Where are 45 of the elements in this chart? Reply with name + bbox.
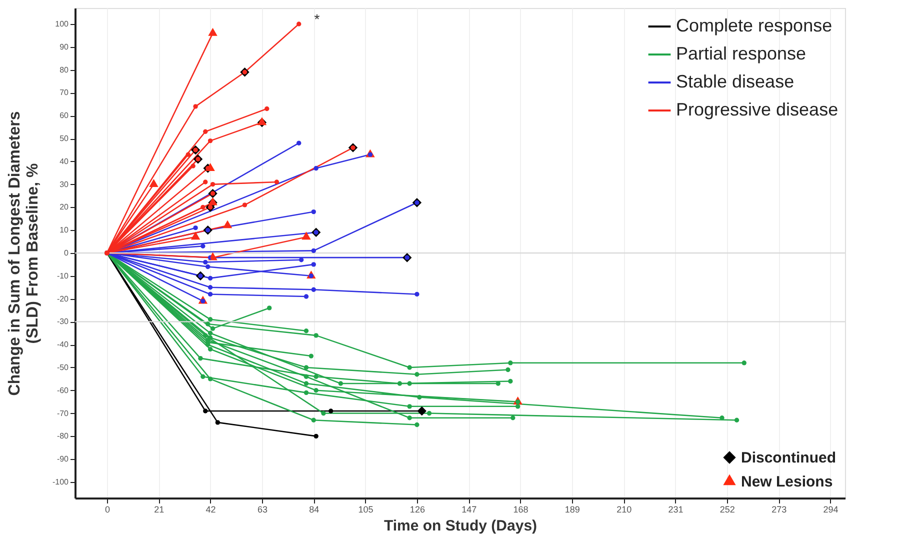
x-tick-label: 21 (154, 504, 164, 514)
x-tick-label: 168 (513, 504, 528, 514)
annotation: * (314, 11, 320, 27)
y-tick-label: 80 (60, 65, 70, 74)
y-tick-label: 70 (60, 88, 70, 98)
y-tick-label: -10 (56, 271, 70, 280)
legend-label: Discontinued (741, 450, 836, 466)
legend-label: New Lesions (741, 474, 833, 490)
legend-label: Partial response (676, 44, 806, 64)
y-tick-label: 40 (60, 156, 70, 166)
y-tick-label: -20 (56, 294, 70, 304)
y-tick-label: 30 (60, 180, 70, 189)
x-tick-label: 231 (668, 504, 684, 514)
x-tick-label: 294 (823, 504, 838, 514)
y-tick-label: -90 (56, 454, 70, 464)
x-tick-label: 63 (257, 504, 268, 514)
x-tick-label: 252 (720, 504, 735, 514)
y-tick-label: -50 (56, 362, 70, 372)
x-tick-label: 210 (616, 504, 632, 514)
y-tick-label: 100 (55, 20, 70, 29)
y-tick-label: 50 (60, 134, 70, 144)
y-tick-label: -70 (56, 408, 70, 418)
y-tick-label: -100 (52, 477, 70, 486)
legend-label: Complete response (676, 16, 832, 36)
y-axis-title: Change in Sum of Longest Diameters (SLD) From Baseline, % (6, 111, 42, 396)
x-tick-label: 84 (309, 504, 320, 514)
y-tick-label: -80 (56, 432, 70, 441)
y-tick-label: -30 (56, 317, 70, 326)
x-tick-label: 42 (206, 504, 216, 514)
x-tick-label: 0 (104, 504, 110, 514)
y-tick-label: 60 (60, 111, 70, 120)
x-tick-label: 189 (564, 504, 580, 514)
x-tick-label: 126 (410, 504, 425, 514)
y-tick-label: 0 (64, 248, 70, 258)
x-tick-label: 273 (772, 504, 787, 514)
y-tick-label: -40 (56, 340, 70, 350)
y-tick-label: 20 (60, 202, 70, 212)
y-tick-label: 90 (60, 42, 70, 52)
legend-label: Progressive disease (676, 100, 838, 120)
x-axis-title: Time on Study (Days) (384, 518, 538, 534)
x-tick-label: 147 (462, 504, 477, 514)
x-tick-label: 105 (358, 504, 374, 514)
y-tick-label: 10 (60, 226, 70, 235)
y-tick-label: -60 (56, 386, 70, 395)
legend-label: Stable disease (676, 72, 794, 92)
